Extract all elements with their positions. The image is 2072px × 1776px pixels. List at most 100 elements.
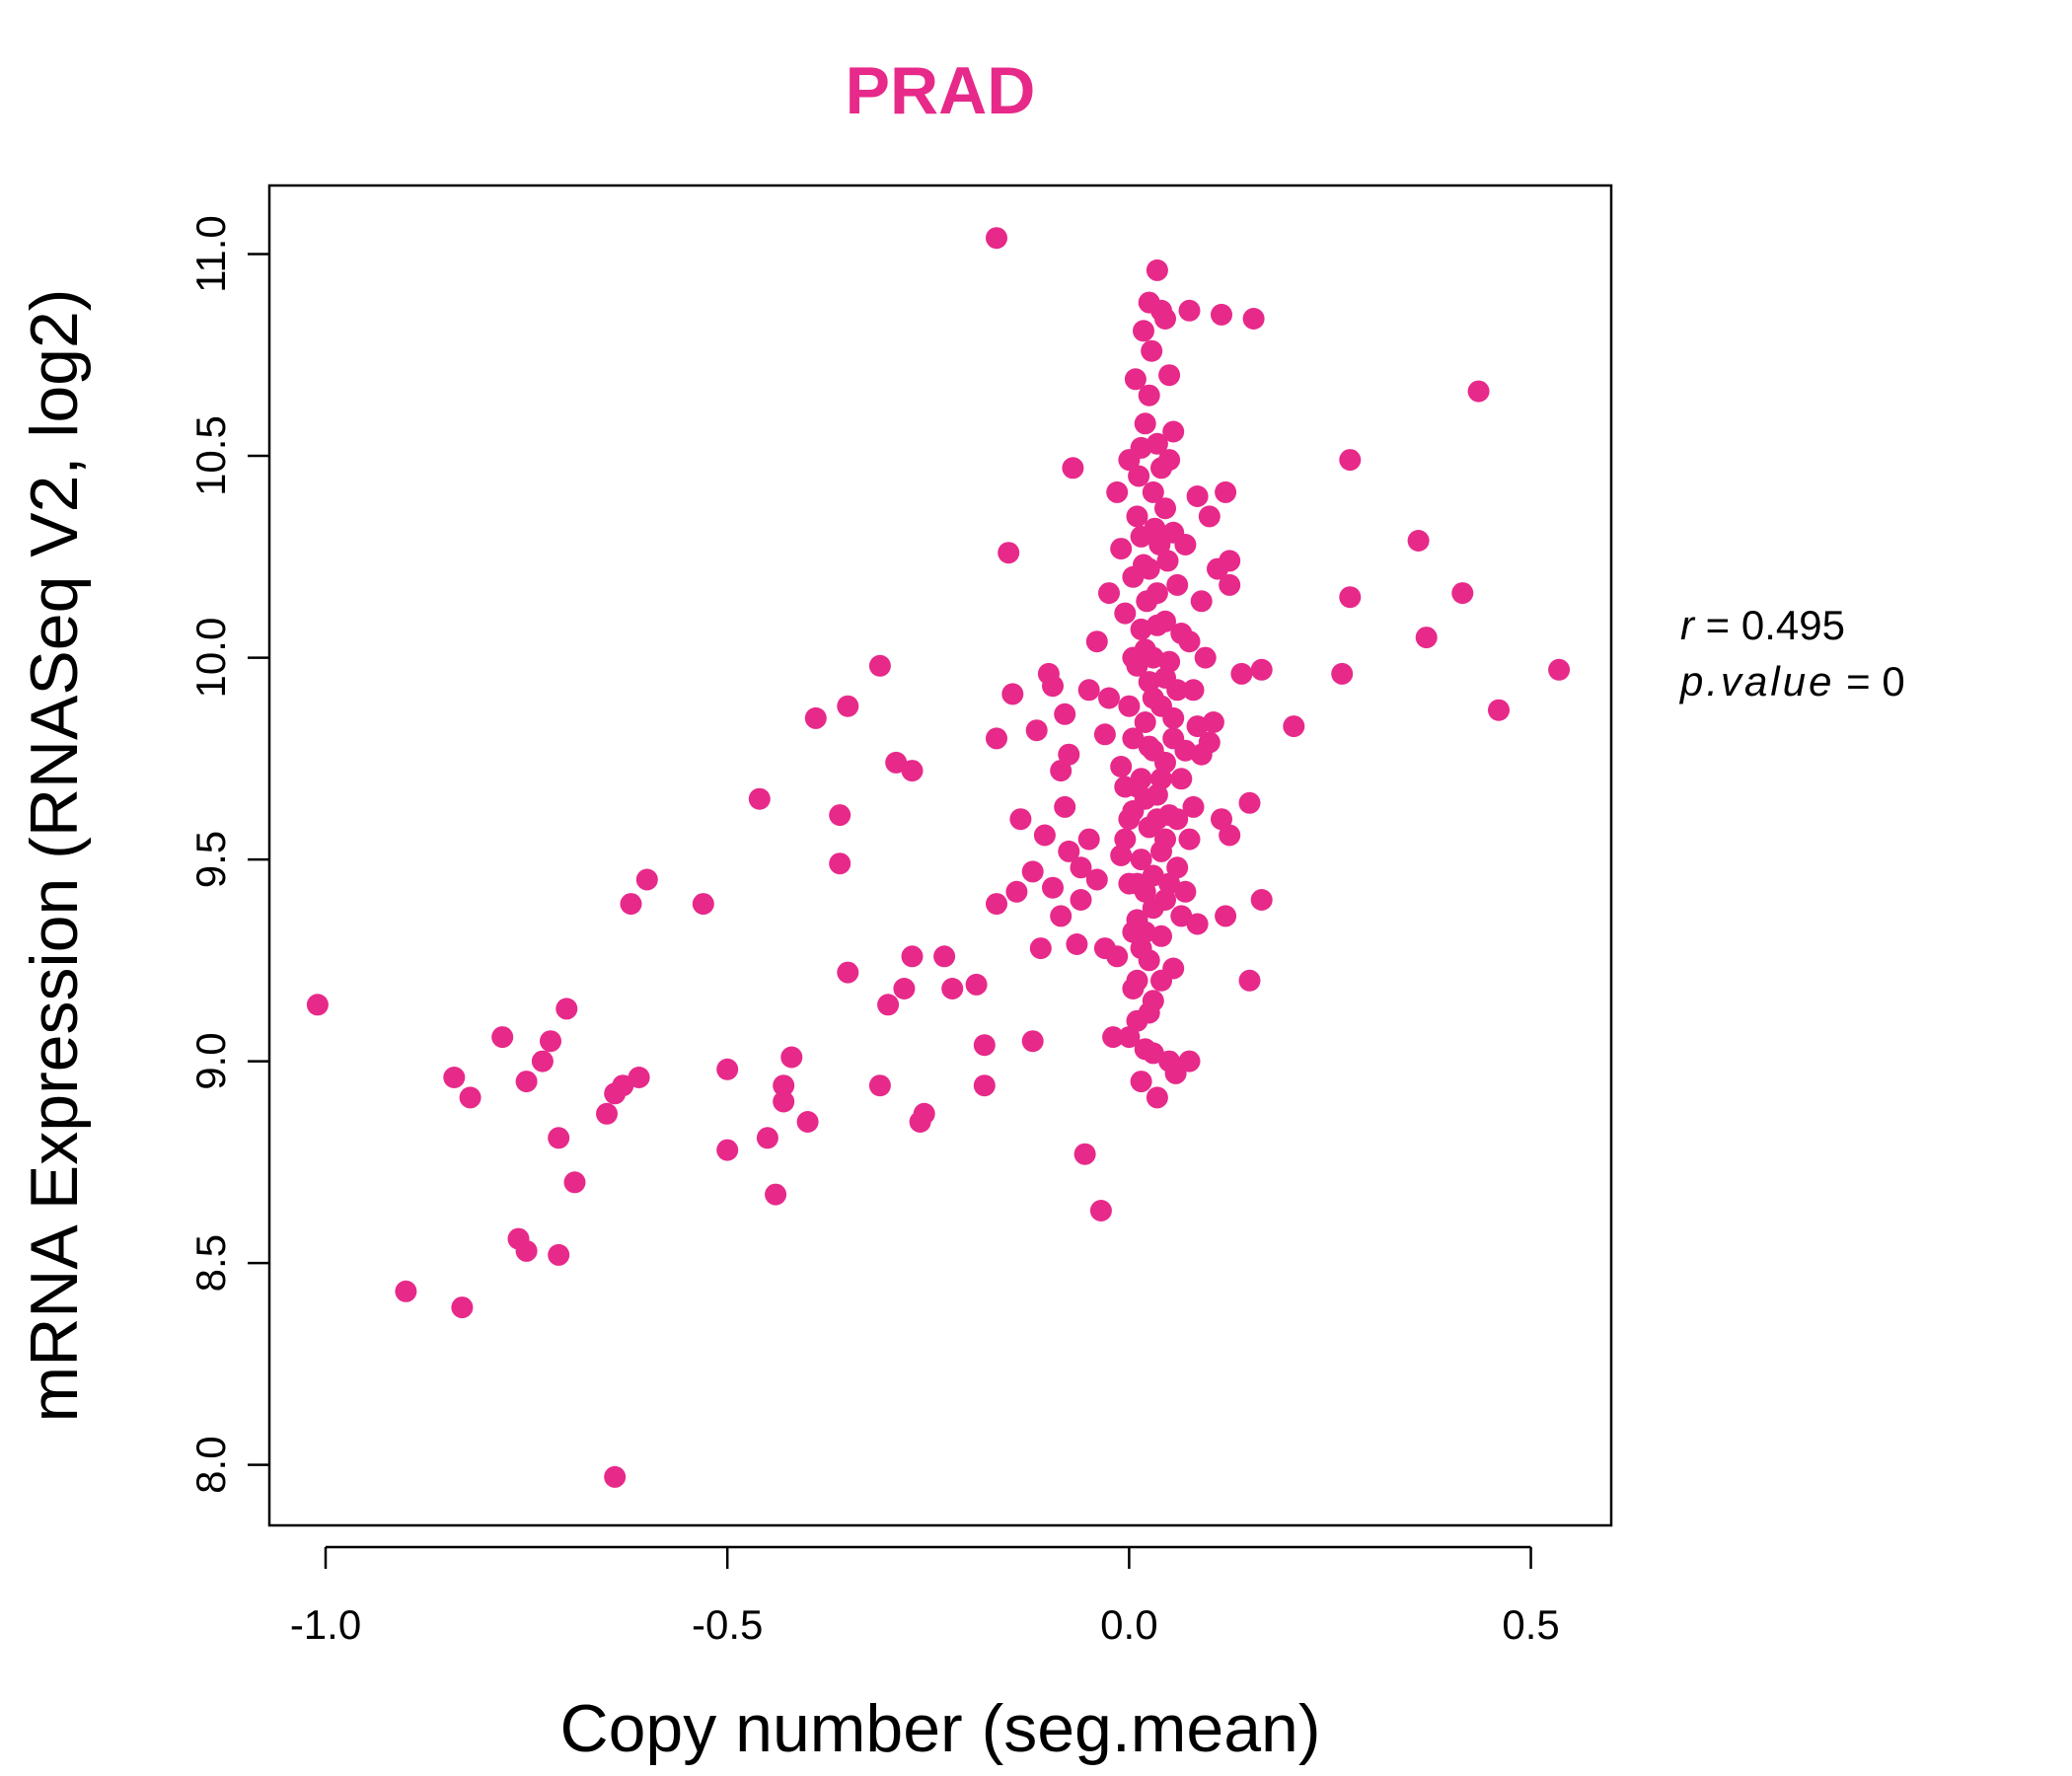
- data-point: [1178, 630, 1201, 653]
- data-point: [1122, 921, 1145, 943]
- data-point: [1154, 497, 1176, 520]
- data-point: [1182, 795, 1205, 818]
- data-point: [901, 760, 924, 782]
- data-point: [1142, 897, 1164, 920]
- data-point: [1089, 1200, 1112, 1221]
- data-point: [1142, 687, 1164, 709]
- y-axis: 8.0 8.5 9.0 9.5 10.0 10.5 11.0: [187, 215, 269, 1494]
- data-point: [1077, 828, 1100, 851]
- data-point: [773, 1090, 795, 1113]
- data-point: [1242, 308, 1265, 330]
- data-point: [1215, 481, 1237, 503]
- data-point: [395, 1280, 417, 1302]
- data-point: [748, 787, 771, 810]
- data-point: [1178, 1050, 1201, 1073]
- data-point: [612, 1074, 634, 1097]
- data-point: [1219, 550, 1241, 572]
- data-point: [1134, 412, 1156, 435]
- x-axis: -1.0 -0.5 0.0 0.5: [290, 1545, 1560, 1648]
- data-point: [773, 1074, 795, 1097]
- data-point: [1146, 259, 1168, 281]
- data-point: [1070, 856, 1092, 879]
- data-point: [1548, 658, 1571, 681]
- data-point: [837, 961, 859, 984]
- data-point: [1029, 937, 1052, 960]
- data-point: [1122, 727, 1145, 750]
- data-point: [1415, 627, 1438, 649]
- data-point: [1118, 808, 1141, 831]
- data-point: [1250, 658, 1273, 681]
- data-point: [1070, 889, 1092, 911]
- data-point: [1142, 481, 1164, 503]
- data-point: [885, 751, 908, 774]
- data-point: [1050, 905, 1073, 927]
- data-point: [986, 893, 1007, 916]
- data-point: [1162, 706, 1185, 729]
- data-point: [1073, 1143, 1096, 1165]
- data-point: [1283, 715, 1305, 738]
- points-layer: [306, 227, 1571, 1488]
- data-point: [306, 994, 329, 1016]
- data-point: [1219, 573, 1241, 596]
- y-tick-label: 9.5: [187, 831, 234, 888]
- y-tick-label: 11.0: [187, 215, 234, 293]
- data-point: [1005, 880, 1028, 903]
- data-point: [1077, 679, 1100, 702]
- data-point: [1033, 824, 1056, 847]
- data-point: [1141, 339, 1163, 362]
- data-point: [1106, 945, 1129, 968]
- data-point: [1198, 505, 1221, 528]
- data-point: [986, 227, 1007, 250]
- data-point: [1130, 937, 1152, 960]
- data-point: [1331, 662, 1354, 685]
- data-point: [1058, 840, 1080, 862]
- data-point: [1058, 743, 1080, 766]
- data-point: [1128, 465, 1150, 487]
- data-point: [531, 1050, 554, 1073]
- data-point: [913, 1102, 935, 1125]
- data-point: [1066, 933, 1088, 955]
- r-equals: =: [1694, 602, 1741, 648]
- data-point: [1130, 849, 1152, 871]
- data-point: [491, 1026, 514, 1049]
- data-point: [1138, 384, 1160, 407]
- data-point: [1009, 808, 1032, 831]
- data-point: [1093, 723, 1116, 746]
- y-tick-label: 8.0: [187, 1436, 234, 1493]
- y-axis-label: mRNA Expression (RNASeq V2, log2): [17, 289, 92, 1423]
- chart-title: PRAD: [846, 53, 1036, 128]
- data-point: [1146, 808, 1168, 831]
- data-point: [1158, 449, 1181, 472]
- data-point: [1050, 760, 1073, 782]
- data-point: [692, 893, 714, 916]
- data-point: [628, 1067, 650, 1088]
- data-point: [635, 868, 658, 891]
- r-value: 0.495: [1741, 602, 1845, 648]
- stats-annotation: r = 0.495 p.value = 0: [1678, 602, 1905, 704]
- data-point: [1158, 872, 1181, 895]
- data-point: [1154, 667, 1176, 689]
- data-point: [1238, 969, 1261, 992]
- data-point: [459, 1086, 481, 1109]
- y-tick-label: 10.0: [187, 618, 234, 699]
- data-point: [604, 1465, 627, 1488]
- data-point: [1114, 602, 1137, 625]
- data-point: [804, 706, 827, 729]
- data-point: [1154, 308, 1176, 330]
- data-point: [451, 1296, 474, 1319]
- y-tick-label: 8.5: [187, 1234, 234, 1292]
- p-value: 0: [1882, 658, 1904, 704]
- data-point: [1182, 679, 1205, 702]
- y-tick-label: 10.5: [187, 415, 234, 496]
- data-point: [1219, 824, 1241, 847]
- data-point: [1186, 913, 1209, 935]
- data-point: [1407, 530, 1430, 552]
- data-point: [1166, 573, 1189, 596]
- data-point: [548, 1243, 570, 1266]
- data-point: [1339, 449, 1362, 472]
- plot-frame: [267, 184, 1613, 1527]
- data-point: [1021, 860, 1044, 883]
- data-point: [1138, 735, 1160, 758]
- data-point: [1114, 776, 1137, 798]
